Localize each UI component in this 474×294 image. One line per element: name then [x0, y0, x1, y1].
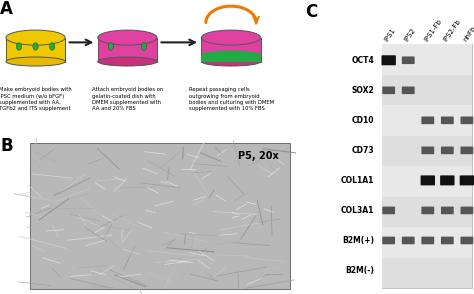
FancyBboxPatch shape: [382, 55, 396, 65]
FancyBboxPatch shape: [402, 237, 415, 244]
Ellipse shape: [202, 51, 260, 59]
FancyBboxPatch shape: [402, 86, 415, 94]
FancyBboxPatch shape: [441, 116, 454, 124]
FancyBboxPatch shape: [421, 146, 434, 154]
FancyBboxPatch shape: [460, 207, 473, 214]
FancyBboxPatch shape: [440, 176, 455, 186]
FancyBboxPatch shape: [382, 136, 472, 166]
Text: B: B: [0, 137, 13, 155]
Ellipse shape: [16, 43, 22, 50]
Text: B2M(+): B2M(+): [342, 236, 374, 245]
Text: CD10: CD10: [352, 116, 374, 125]
Text: CD73: CD73: [352, 146, 374, 155]
FancyBboxPatch shape: [29, 143, 290, 289]
FancyBboxPatch shape: [441, 237, 454, 244]
FancyBboxPatch shape: [382, 237, 395, 244]
Text: SOX2: SOX2: [352, 86, 374, 95]
Text: COL3A1: COL3A1: [341, 206, 374, 215]
Text: B2M(-): B2M(-): [346, 266, 374, 275]
FancyBboxPatch shape: [421, 116, 434, 124]
FancyBboxPatch shape: [382, 227, 472, 258]
Text: OCT4: OCT4: [352, 56, 374, 65]
FancyBboxPatch shape: [201, 38, 261, 61]
Ellipse shape: [98, 30, 157, 45]
FancyBboxPatch shape: [382, 86, 395, 94]
FancyBboxPatch shape: [382, 105, 472, 136]
FancyBboxPatch shape: [421, 207, 434, 214]
FancyBboxPatch shape: [421, 237, 434, 244]
FancyBboxPatch shape: [382, 44, 472, 288]
Ellipse shape: [33, 43, 38, 50]
Text: iPS2-Fb: iPS2-Fb: [442, 18, 462, 43]
Text: nhFb: nhFb: [462, 25, 474, 43]
Ellipse shape: [108, 43, 113, 50]
Text: iPS1: iPS1: [384, 27, 397, 43]
FancyBboxPatch shape: [460, 146, 473, 154]
FancyBboxPatch shape: [382, 207, 395, 214]
Text: iPS1-Fb: iPS1-Fb: [423, 18, 443, 43]
Text: C: C: [305, 3, 318, 21]
Text: P5, 20x: P5, 20x: [238, 151, 278, 161]
Ellipse shape: [98, 57, 157, 66]
Ellipse shape: [141, 43, 146, 50]
FancyBboxPatch shape: [441, 207, 454, 214]
FancyBboxPatch shape: [460, 116, 473, 124]
FancyBboxPatch shape: [382, 75, 472, 105]
FancyBboxPatch shape: [382, 197, 472, 227]
Text: iPS2: iPS2: [403, 27, 417, 43]
Text: Attach embryoid bodies on
gelatin-coated dish with
DMEM supplemented with
AA and: Attach embryoid bodies on gelatin-coated…: [92, 88, 163, 111]
Text: A: A: [0, 0, 13, 18]
Text: COL1A1: COL1A1: [341, 176, 374, 185]
FancyBboxPatch shape: [6, 38, 65, 61]
FancyBboxPatch shape: [441, 146, 454, 154]
Ellipse shape: [201, 57, 261, 66]
FancyBboxPatch shape: [382, 258, 472, 288]
FancyBboxPatch shape: [382, 166, 472, 197]
Ellipse shape: [49, 43, 55, 50]
Text: Repeat passaging cells
outgrowing from embryoid
bodies and culturing with DMEM
s: Repeat passaging cells outgrowing from e…: [189, 88, 273, 111]
FancyBboxPatch shape: [460, 176, 474, 186]
FancyBboxPatch shape: [420, 176, 435, 186]
Text: Make embryoid bodies with
iPSC medium (w/o bFGF)
supplemented with AA,
TGFb2 and: Make embryoid bodies with iPSC medium (w…: [0, 88, 72, 111]
Ellipse shape: [6, 57, 65, 66]
Ellipse shape: [201, 30, 261, 45]
FancyBboxPatch shape: [98, 38, 157, 61]
FancyBboxPatch shape: [402, 56, 415, 64]
Ellipse shape: [6, 30, 65, 45]
FancyBboxPatch shape: [201, 55, 261, 61]
FancyBboxPatch shape: [382, 44, 472, 75]
FancyBboxPatch shape: [460, 237, 473, 244]
